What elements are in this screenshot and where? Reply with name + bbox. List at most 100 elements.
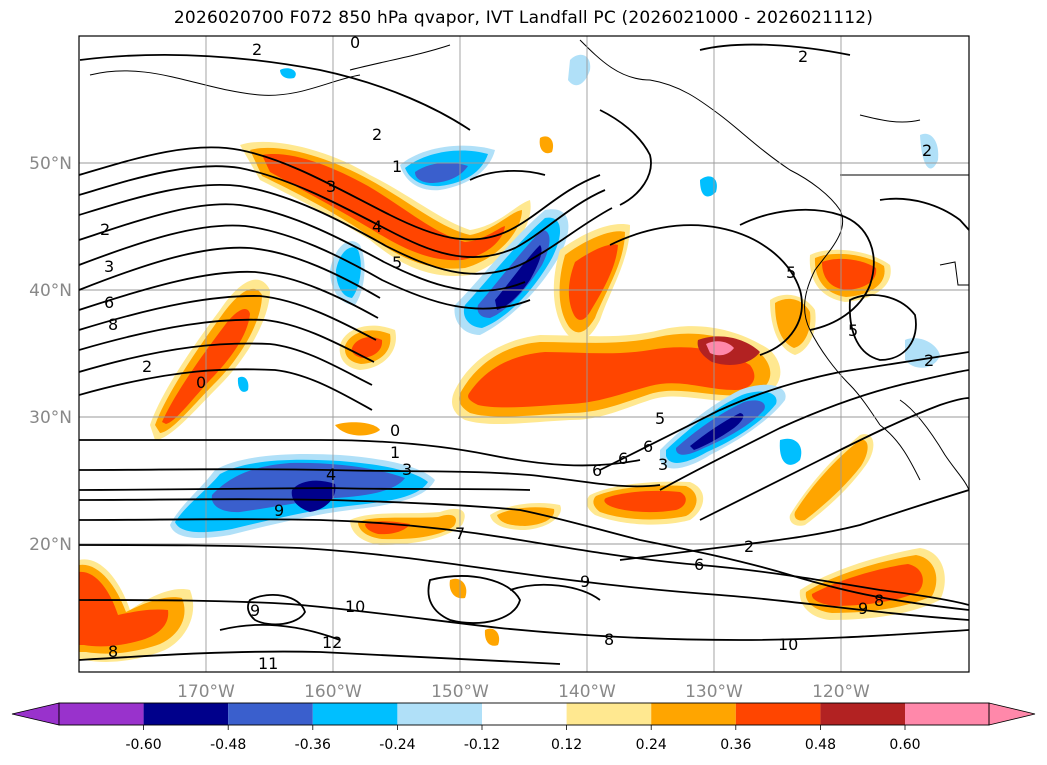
positive-anomaly bbox=[539, 136, 554, 154]
colorbar-segment bbox=[735, 703, 821, 725]
contour-label: 3 bbox=[326, 177, 336, 196]
contour-label: 6 bbox=[694, 555, 704, 574]
negative-anomaly bbox=[336, 247, 361, 298]
positive-anomaly bbox=[449, 578, 467, 599]
positive-anomaly bbox=[351, 337, 383, 358]
colorbar-frame bbox=[58, 702, 990, 726]
colorbar-tick-label: -0.36 bbox=[295, 737, 331, 753]
map-frame bbox=[78, 35, 970, 673]
contour-label: 3 bbox=[658, 455, 668, 474]
positive-anomaly bbox=[794, 439, 868, 521]
negative-anomaly bbox=[920, 133, 939, 169]
lon-tick-label: 170°W bbox=[177, 682, 235, 702]
negative-anomaly bbox=[477, 230, 550, 318]
contour-label: 2 bbox=[142, 357, 152, 376]
contour-label: 2 bbox=[922, 141, 932, 160]
contour-label: 10 bbox=[345, 597, 365, 616]
lon-tick-label: 150°W bbox=[431, 682, 489, 702]
ivt-contours bbox=[79, 43, 969, 665]
positive-anomaly bbox=[706, 341, 734, 356]
colorbar-tick-label: 0.60 bbox=[889, 737, 920, 753]
contour-label: 8 bbox=[874, 591, 884, 610]
negative-anomaly bbox=[495, 245, 542, 310]
positive-anomaly bbox=[79, 571, 169, 647]
positive-anomaly bbox=[484, 628, 500, 646]
colorbar-segment bbox=[397, 703, 482, 725]
colorbar-tick-label: 0.36 bbox=[720, 737, 751, 753]
contour-label: 4 bbox=[326, 465, 336, 484]
lon-tick-label: 130°W bbox=[685, 682, 743, 702]
contour-label: 8 bbox=[108, 315, 118, 334]
colorbar-segment bbox=[651, 703, 736, 725]
contour-label: 0 bbox=[196, 373, 206, 392]
contour-label: 9 bbox=[580, 572, 590, 591]
colorbar-segment bbox=[312, 703, 398, 725]
contour-label: 2 bbox=[798, 47, 808, 66]
contour-label: 7 bbox=[455, 524, 465, 543]
contour-label: 4 bbox=[372, 217, 382, 236]
contour-label: 11 bbox=[258, 654, 278, 673]
contour-label: 0 bbox=[350, 33, 360, 52]
contour-label: 9 bbox=[274, 501, 284, 520]
negative-anomaly bbox=[568, 54, 591, 86]
lon-tick-label: 120°W bbox=[812, 682, 870, 702]
colorbar-tick-label: 0.24 bbox=[636, 737, 667, 753]
contour-label: 3 bbox=[104, 257, 114, 276]
lat-tick-label: 20°N bbox=[29, 535, 72, 555]
contour-label: 5 bbox=[655, 409, 665, 428]
negative-anomaly bbox=[700, 176, 717, 197]
contour-label: 2 bbox=[744, 537, 754, 556]
positive-anomaly bbox=[335, 422, 380, 436]
colorbar-tick-label: -0.24 bbox=[379, 737, 415, 753]
contour-label: 2 bbox=[372, 125, 382, 144]
contour-label: 6 bbox=[104, 293, 114, 312]
negative-anomaly bbox=[690, 413, 744, 450]
positive-anomaly bbox=[811, 564, 923, 606]
negative-anomaly bbox=[237, 376, 249, 392]
negative-anomaly bbox=[280, 68, 296, 79]
colorbar-segment bbox=[228, 703, 313, 725]
contour-label: 2 bbox=[252, 40, 262, 59]
contour-label: 2 bbox=[100, 220, 110, 239]
lat-tick-label: 50°N bbox=[29, 154, 72, 174]
colorbar-extend-low bbox=[11, 702, 60, 726]
contour-label: 5 bbox=[786, 263, 796, 282]
colorbar-tick-label: 0.48 bbox=[805, 737, 836, 753]
negative-anomaly bbox=[779, 438, 802, 465]
contour-label: 3 bbox=[402, 460, 412, 479]
contour-label: 9 bbox=[858, 599, 868, 618]
colorbar-segment bbox=[482, 703, 567, 725]
contour-label: 1 bbox=[392, 157, 402, 176]
lon-tick-labels: 170°W 160°W 150°W 140°W 130°W 120°W bbox=[177, 682, 870, 702]
contour-label: 0 bbox=[390, 421, 400, 440]
gridlines bbox=[79, 36, 969, 672]
map-title: 2026020700 F072 850 hPa qvapor, IVT Land… bbox=[173, 8, 874, 28]
contour-label: 8 bbox=[604, 630, 614, 649]
colorbar-tick-label: -0.48 bbox=[210, 737, 246, 753]
lon-tick-label: 140°W bbox=[558, 682, 616, 702]
contour-label: 8 bbox=[108, 642, 118, 661]
positive-anomaly bbox=[822, 258, 877, 290]
colorbar-segment bbox=[143, 703, 229, 725]
positive-anomaly bbox=[568, 244, 618, 320]
colorbar-tick-label: -0.12 bbox=[464, 737, 500, 753]
contour-label: 6 bbox=[592, 461, 602, 480]
colorbar-tick-label: -0.60 bbox=[125, 737, 161, 753]
contour-labels: 2 0 2 1 3 4 5 2 3 6 8 2 0 0 1 3 4 9 5 6 … bbox=[100, 33, 934, 673]
contour-label: 6 bbox=[643, 437, 653, 456]
contour-label: 5 bbox=[848, 321, 858, 340]
colorbar-ticks bbox=[143, 725, 906, 730]
colorbar: -0.60 -0.48 -0.36 -0.24 -0.12 0.12 0.24 … bbox=[11, 702, 1036, 753]
colorbar-segment bbox=[59, 703, 144, 725]
contour-label: 6 bbox=[618, 449, 628, 468]
colorbar-extend-high bbox=[988, 702, 1036, 726]
lat-tick-labels: 50°N 40°N 30°N 20°N bbox=[29, 154, 72, 555]
positive-anomaly bbox=[497, 507, 555, 526]
contour-label: 1 bbox=[390, 443, 400, 462]
contour-label: 12 bbox=[322, 633, 342, 652]
colorbar-tick-label: 0.12 bbox=[551, 737, 582, 753]
contour-label: 5 bbox=[392, 253, 402, 272]
contour-label: 10 bbox=[778, 635, 798, 654]
lat-tick-label: 40°N bbox=[29, 281, 72, 301]
